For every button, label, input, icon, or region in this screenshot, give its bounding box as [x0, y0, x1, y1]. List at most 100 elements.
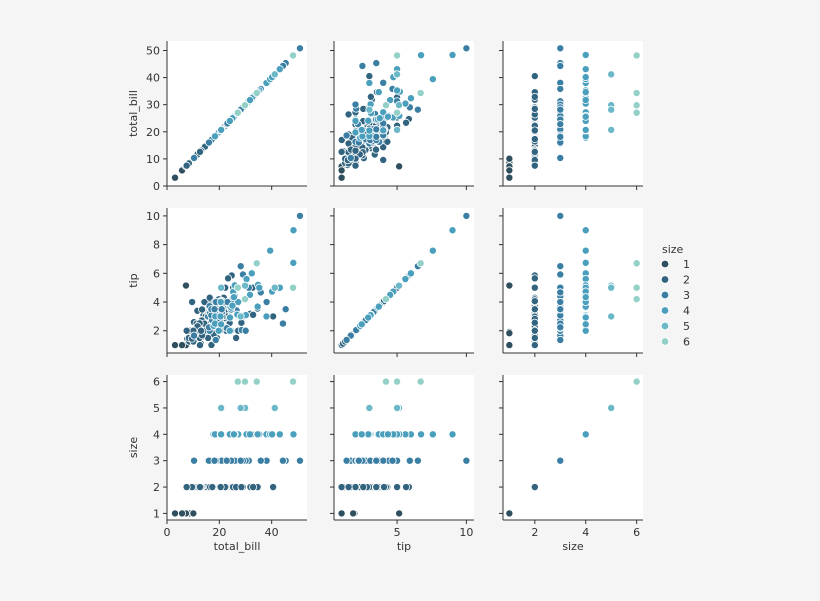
data-point [266, 246, 275, 255]
x-axis-label: size [562, 540, 584, 553]
data-point [233, 283, 242, 292]
data-point [406, 94, 415, 103]
data-point [395, 101, 404, 110]
data-point [208, 483, 217, 492]
data-point [233, 377, 242, 386]
legend-title: size [662, 243, 684, 256]
data-point [365, 126, 374, 135]
data-point [217, 320, 226, 329]
data-point [607, 403, 616, 412]
data-point [556, 456, 565, 465]
y-tick-2: 2 [153, 481, 167, 494]
data-point [393, 108, 402, 117]
data-point [278, 456, 287, 465]
data-point [198, 305, 207, 314]
data-point [229, 293, 238, 302]
data-point [236, 312, 245, 321]
data-point [211, 132, 220, 141]
data-point [197, 326, 206, 335]
data-point [428, 75, 437, 84]
data-point [632, 377, 641, 386]
data-point [581, 258, 590, 267]
x-tick-label-10: 10 [459, 526, 473, 539]
data-point [375, 114, 384, 123]
data-point [395, 281, 404, 290]
y-tick-label: 8 [153, 239, 160, 252]
data-point [205, 293, 214, 302]
data-point [462, 44, 471, 53]
data-point [530, 126, 539, 135]
data-point [195, 483, 204, 492]
y-tick-label: 40 [146, 72, 160, 85]
data-point [581, 112, 590, 121]
data-point [195, 341, 204, 350]
data-point [349, 509, 358, 518]
data-point [428, 430, 437, 439]
y-tick-label: 6 [153, 376, 160, 389]
data-point [416, 377, 425, 386]
y-axis-label: total_bill [127, 90, 140, 137]
legend-label: 4 [683, 305, 690, 318]
y-tick-6: 6 [153, 267, 167, 280]
data-point [530, 274, 539, 283]
panel-size-vs-size: 2 4 6 size [499, 375, 643, 553]
data-point [247, 269, 256, 278]
data-point [249, 310, 258, 319]
data-point [351, 161, 360, 170]
data-point [252, 259, 261, 268]
data-point [383, 137, 392, 146]
data-point [337, 509, 346, 518]
data-point [241, 326, 250, 335]
data-point [359, 483, 368, 492]
data-point [556, 120, 565, 129]
panel-total_bill-vs-tip [330, 41, 474, 190]
panel-background [334, 375, 474, 520]
data-point [240, 101, 249, 110]
data-point [581, 430, 590, 439]
data-point [211, 335, 220, 344]
data-point [505, 329, 514, 338]
data-point [210, 305, 219, 314]
data-point [406, 269, 415, 278]
y-tick-20: 20 [146, 126, 167, 139]
x-axis-label: tip [397, 540, 411, 553]
data-point [402, 483, 411, 492]
data-point [240, 295, 249, 304]
y-tick-label: 4 [153, 296, 160, 309]
y-tick-50: 50 [146, 44, 167, 57]
data-point [171, 509, 180, 518]
data-point [581, 246, 590, 255]
legend-item-5: 5 [660, 320, 690, 333]
x-tick-label-6: 6 [633, 526, 640, 539]
data-point [505, 281, 514, 290]
data-point [393, 70, 402, 79]
data-point [278, 319, 287, 328]
x-axis-label: total_bill [214, 540, 261, 553]
data-point [448, 226, 457, 235]
data-point [178, 509, 187, 518]
x-tick-label-5: 5 [394, 526, 401, 539]
data-point [505, 173, 514, 182]
data-point [229, 430, 238, 439]
panel-total_bill-vs-size [499, 41, 643, 190]
data-point [252, 89, 261, 98]
data-point [581, 96, 590, 105]
data-point [195, 147, 204, 156]
data-point [344, 483, 353, 492]
y-tick-label: 50 [146, 44, 160, 57]
data-point [236, 403, 245, 412]
data-point [413, 456, 422, 465]
data-point [351, 146, 360, 155]
data-point [262, 298, 271, 307]
data-point [530, 341, 539, 350]
data-point [216, 298, 225, 307]
data-point [556, 44, 565, 53]
data-point [224, 274, 233, 283]
data-point [342, 131, 351, 140]
y-tick-30: 30 [146, 99, 167, 112]
data-point [275, 430, 284, 439]
data-point [364, 116, 373, 125]
data-point [386, 96, 395, 105]
data-point [607, 312, 616, 321]
data-point [217, 430, 226, 439]
